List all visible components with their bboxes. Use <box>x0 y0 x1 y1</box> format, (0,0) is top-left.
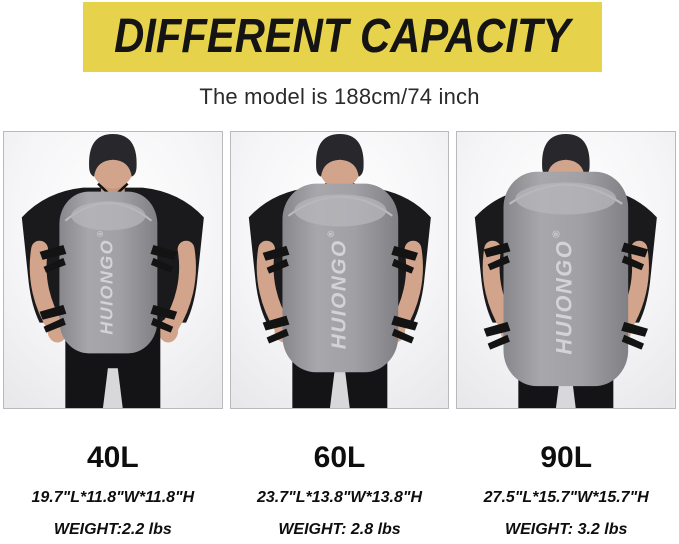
hair <box>542 133 590 177</box>
compression-strap <box>39 244 67 260</box>
duffel-bag: HUIONGO® <box>484 171 649 387</box>
duffel-bag: HUIONGO® <box>39 191 178 354</box>
compression-strap <box>390 245 418 261</box>
brand-logo: HUIONGO® <box>96 230 117 335</box>
compression-strap <box>621 321 649 337</box>
product-photo-60l: HUIONGO® <box>229 131 450 409</box>
leg-gap <box>329 368 350 408</box>
dimensions-label: 19.7"L*11.8"W*11.8"H <box>31 489 195 506</box>
model-wearing-duffel-photo: HUIONGO® <box>230 132 449 408</box>
duffel-bag: HUIONGO® <box>262 183 418 373</box>
registered-mark: ® <box>326 229 336 237</box>
model-height-note: The model is 188cm/74 inch <box>199 84 480 109</box>
page-title: DIFFERENT CAPACITY <box>114 10 571 63</box>
brand-logo: HUIONGO® <box>552 229 577 355</box>
compression-strap <box>43 257 66 273</box>
caption-row: 40L 19.7"L*11.8"W*11.8"H WEIGHT:2.2 lbs … <box>3 409 676 539</box>
hair <box>89 133 137 177</box>
compression-strap <box>488 334 511 350</box>
left-forearm <box>29 240 64 336</box>
compression-strap <box>488 255 511 271</box>
caption-60l: 60L 23.7"L*13.8"W*13.8"H WEIGHT: 2.8 lbs <box>230 409 450 539</box>
brand-logo-text: HUIONGO® <box>96 230 117 335</box>
header-banner: DIFFERENT CAPACITY <box>83 2 602 72</box>
compression-strap <box>621 242 649 258</box>
weight-label: WEIGHT:2.2 lbs <box>53 521 172 538</box>
model-wearing-duffel-photo: HUIONGO® <box>457 132 676 408</box>
bag-body <box>282 183 398 373</box>
bag-top-highlight <box>293 194 387 227</box>
capacity-label: 60L <box>313 441 366 474</box>
compression-strap <box>150 257 174 273</box>
caption-40l: 40L 19.7"L*11.8"W*11.8"H WEIGHT:2.2 lbs <box>3 409 223 539</box>
weight-label: WEIGHT: 3.2 lbs <box>504 521 628 538</box>
compression-strap <box>150 244 178 260</box>
compression-strap <box>622 255 645 271</box>
leg-gap <box>102 368 123 408</box>
registered-mark: ® <box>96 230 105 237</box>
compression-strap <box>484 242 511 258</box>
compression-strap <box>622 334 645 350</box>
brand-logo-text: HUIONGO® <box>552 229 577 355</box>
bag-body <box>59 191 158 354</box>
photo-panel-row: HUIONGO® <box>3 131 677 409</box>
compression-strap <box>391 328 414 344</box>
compression-strap <box>150 304 178 320</box>
brand-logo: HUIONGO® <box>326 229 350 349</box>
brand-logo-text: HUIONGO® <box>326 229 350 349</box>
caption-90l: 90L 27.5"L*15.7"W*15.7"H WEIGHT: 3.2 lbs <box>456 409 676 539</box>
registered-mark: ® <box>552 229 563 238</box>
compression-strap <box>391 258 414 274</box>
capacity-label: 40L <box>86 441 139 474</box>
product-photo-90l: HUIONGO® <box>456 131 677 409</box>
model-wearing-duffel-photo: HUIONGO® <box>4 132 222 408</box>
capacity-label: 90L <box>540 441 593 474</box>
compression-strap <box>266 328 289 344</box>
compression-strap <box>262 315 290 331</box>
right-forearm <box>161 240 196 336</box>
compression-strap <box>43 317 66 333</box>
product-photo-40l: HUIONGO® <box>3 131 223 409</box>
compression-strap <box>484 321 511 337</box>
bag-top-highlight <box>71 201 146 231</box>
dimensions-label: 23.7"L*13.8"W*13.8"H <box>256 489 423 506</box>
dimensions-label: 27.5"L*15.7"W*15.7"H <box>483 489 649 506</box>
bag-body <box>503 171 629 387</box>
compression-strap <box>266 258 289 274</box>
compression-strap <box>150 317 174 333</box>
hair <box>315 133 364 177</box>
bag-top-highlight <box>515 182 617 215</box>
weight-label: WEIGHT: 2.8 lbs <box>278 521 401 538</box>
compression-strap <box>262 245 290 261</box>
compression-strap <box>39 304 67 320</box>
compression-strap <box>390 315 418 331</box>
